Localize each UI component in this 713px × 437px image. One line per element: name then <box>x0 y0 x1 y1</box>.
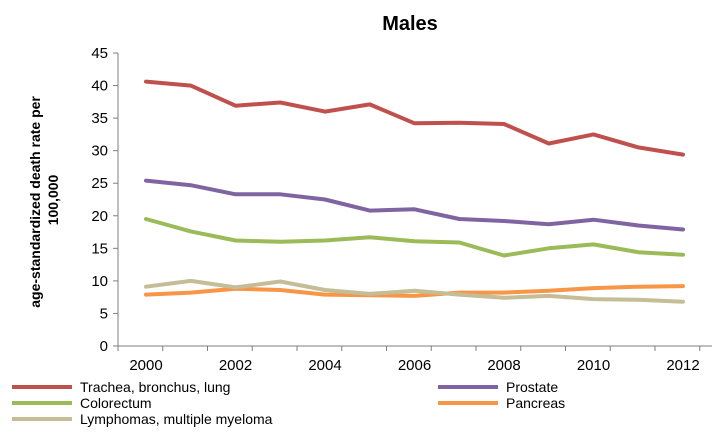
y-axis-label: age-standardized death rate per 100,000 <box>27 92 61 308</box>
x-tick-label: 2000 <box>129 357 162 374</box>
y-axis-label-line-2: 100,000 <box>45 174 61 225</box>
y-axis-label-line-1: age-standardized death rate per <box>27 96 43 308</box>
y-tick-label: 25 <box>91 175 108 192</box>
legend-label: Colorectum <box>80 395 152 411</box>
series-line-3 <box>144 217 685 258</box>
y-tick-label: 10 <box>91 273 108 290</box>
x-tick-label: 2008 <box>487 357 520 374</box>
legend-label: Trachea, bronchus, lung <box>80 379 230 395</box>
series-line-5 <box>144 278 685 304</box>
legend-label: Prostate <box>506 379 558 395</box>
y-tick-label: 30 <box>91 143 108 160</box>
legend-label: Pancreas <box>506 395 565 411</box>
y-tick-label: 40 <box>91 78 108 95</box>
y-tick-label: 0 <box>100 338 108 355</box>
y-tick-label: 20 <box>91 208 108 225</box>
y-tick-label: 5 <box>100 305 108 322</box>
y-tick-label: 35 <box>91 110 108 127</box>
chart-title: Males <box>382 13 438 35</box>
plot-area <box>144 79 685 304</box>
legend: Trachea, bronchus, lung Prostate Colorectu… <box>12 379 565 427</box>
x-tick-label: 2012 <box>666 357 699 374</box>
x-tick-label: 2002 <box>219 357 252 374</box>
y-tick-label: 45 <box>91 45 108 62</box>
axes: 0 5 10 15 20 25 30 35 40 45 2000 2002 2004 2006 2008 20… <box>91 45 712 374</box>
series-line-2 <box>144 178 685 232</box>
series-line-1 <box>144 79 685 157</box>
legend-label: Lymphomas, multiple myeloma <box>80 411 273 427</box>
x-tick-label: 2010 <box>577 357 610 374</box>
x-tick-label: 2006 <box>398 357 431 374</box>
y-tick-label: 15 <box>91 240 108 257</box>
x-tick-label: 2004 <box>308 357 341 374</box>
